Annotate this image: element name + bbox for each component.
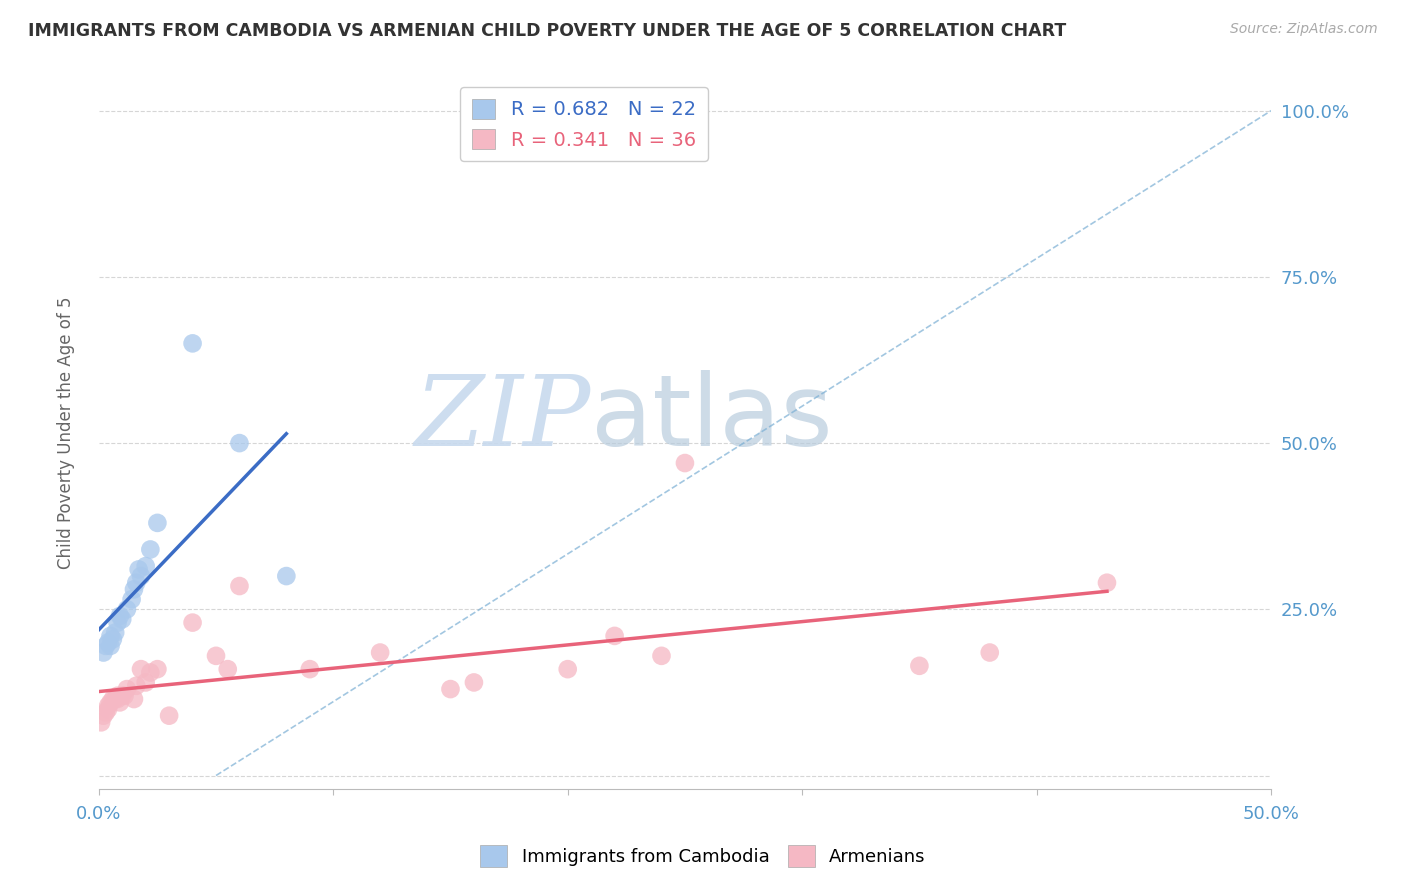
Text: atlas: atlas [591,370,832,467]
Point [228,579,250,593]
Point [107,692,129,706]
Point [93,708,115,723]
Point [146,516,169,530]
Point [97,635,120,649]
Point [111,612,134,626]
Point [1095,575,1118,590]
Point [121,592,143,607]
Point [135,675,157,690]
Point [205,648,228,663]
Point [125,575,148,590]
Point [557,662,579,676]
Point [111,689,134,703]
Point [439,682,461,697]
Point [908,658,931,673]
Point [128,562,150,576]
Point [129,662,152,676]
Point [979,646,1001,660]
Point [603,629,626,643]
Point [97,702,120,716]
Point [101,632,124,647]
Point [107,689,129,703]
Point [157,708,180,723]
Point [101,692,124,706]
Text: ZIP: ZIP [415,371,591,467]
Point [135,559,157,574]
Point [108,695,131,709]
Point [115,602,138,616]
Point [673,456,696,470]
Y-axis label: Child Poverty Under the Age of 5: Child Poverty Under the Age of 5 [58,297,75,569]
Point [97,698,120,713]
Point [108,609,131,624]
Point [368,646,391,660]
Point [463,675,485,690]
Point [100,639,122,653]
Point [93,646,115,660]
Point [298,662,321,676]
Point [107,615,129,630]
Legend: R = 0.682   N = 22, R = 0.341   N = 36: R = 0.682 N = 22, R = 0.341 N = 36 [460,87,707,161]
Point [650,648,672,663]
Point [139,542,162,557]
Legend: Immigrants from Cambodia, Armenians: Immigrants from Cambodia, Armenians [472,838,934,874]
Point [114,689,136,703]
Point [146,662,169,676]
Point [122,582,145,597]
Point [90,715,112,730]
Point [217,662,239,676]
Point [181,615,204,630]
Point [122,692,145,706]
Point [276,569,298,583]
Point [100,695,122,709]
Point [228,436,250,450]
Point [94,706,117,720]
Point [104,625,127,640]
Text: Source: ZipAtlas.com: Source: ZipAtlas.com [1230,22,1378,37]
Point [129,569,152,583]
Point [104,692,127,706]
Point [100,629,122,643]
Point [139,665,162,680]
Point [115,682,138,697]
Text: IMMIGRANTS FROM CAMBODIA VS ARMENIAN CHILD POVERTY UNDER THE AGE OF 5 CORRELATIO: IMMIGRANTS FROM CAMBODIA VS ARMENIAN CHI… [28,22,1066,40]
Point [94,639,117,653]
Point [125,679,148,693]
Point [181,336,204,351]
